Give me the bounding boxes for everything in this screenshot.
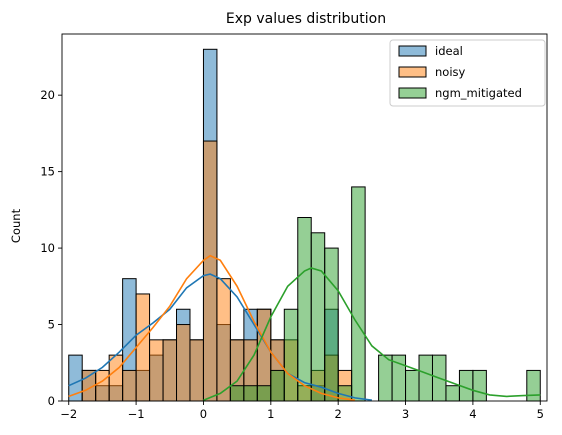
y-tick-label: 0 [48, 394, 55, 408]
bar-noisy [202, 140, 218, 402]
x-tick-label: −1 [128, 407, 145, 421]
bar-noisy [216, 278, 231, 402]
y-axis: 0 5 10 15 20 [40, 88, 62, 408]
x-tick-label: 4 [469, 407, 476, 421]
bar-noisy [162, 339, 178, 402]
x-tick-label: 3 [402, 407, 409, 421]
y-tick-label: 15 [40, 165, 55, 179]
legend-swatch-ideal [398, 45, 427, 57]
bar-ngm_mitigated [283, 308, 299, 402]
x-tick-label: 0 [200, 407, 207, 421]
bar-ngm_mitigated [270, 369, 285, 402]
bar-ngm_mitigated [445, 385, 460, 402]
bar-ngm_mitigated [243, 385, 258, 402]
x-axis: −2 −1 0 1 2 3 4 5 [60, 401, 544, 421]
y-tick-label: 20 [40, 88, 55, 102]
x-tick-label: 1 [267, 407, 274, 421]
bar-ngm_mitigated [229, 385, 245, 402]
bar-ngm_mitigated [297, 217, 312, 402]
bar-noisy [95, 369, 110, 402]
y-tick-label: 10 [40, 241, 55, 255]
legend-swatch-ngm_mitigated [398, 87, 427, 99]
kde-line-ideal [68, 273, 373, 401]
bar-ngm_mitigated [310, 232, 326, 402]
legend-box [389, 39, 546, 107]
x-tick-label: 2 [335, 407, 342, 421]
bar-ngm_mitigated [324, 247, 339, 402]
bar-ngm_mitigated [472, 369, 487, 402]
bar-ngm_mitigated [378, 354, 393, 402]
bar-noisy [108, 354, 124, 402]
y-axis-label: Count [9, 208, 23, 243]
legend-label-ngm_mitigated: ngm_mitigated [435, 86, 522, 100]
bar-noisy [122, 369, 137, 402]
bar-ngm_mitigated [405, 369, 420, 402]
plot-frame [61, 33, 548, 402]
legend-swatch-noisy [398, 66, 427, 78]
bar-ngm_mitigated [526, 369, 541, 402]
bar-noisy [149, 339, 164, 402]
plot-area [61, 33, 548, 402]
bar-ngm_mitigated [418, 354, 433, 402]
kde-line-noisy [68, 254, 356, 401]
x-tick-label: −2 [60, 407, 77, 421]
bar-noisy [189, 339, 204, 402]
bar-noisy [135, 293, 151, 402]
kde-line-ngm_mitigated [203, 267, 541, 401]
x-tick-label: 5 [537, 407, 544, 421]
legend-label-noisy: noisy [435, 65, 466, 79]
bar-ngm_mitigated [256, 385, 272, 402]
y-tick-label: 5 [48, 318, 55, 332]
legend: ideal noisy ngm_mitigated [389, 39, 546, 107]
chart-title: Exp values distribution [226, 11, 386, 27]
legend-label-ideal: ideal [435, 44, 463, 58]
bar-ngm_mitigated [351, 186, 366, 402]
bar-noisy [176, 324, 191, 402]
